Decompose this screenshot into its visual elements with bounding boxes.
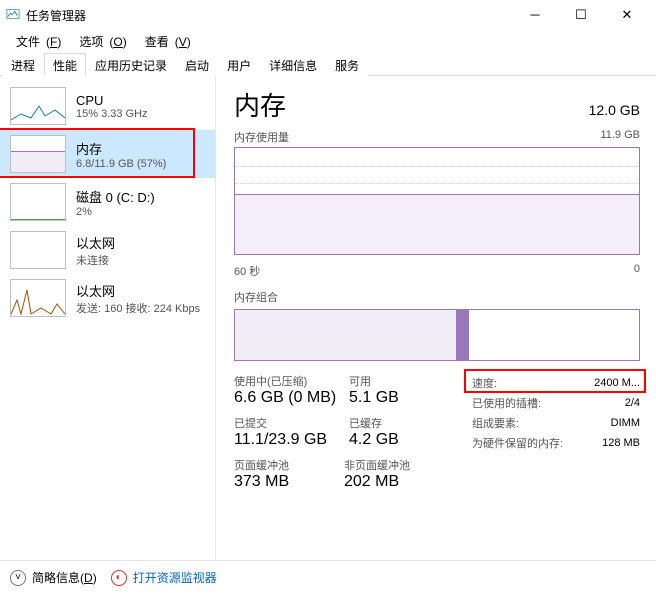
- sidebar-item-memory[interactable]: 内存6.8/11.9 GB (57%): [0, 130, 215, 178]
- stat-label-committed: 已提交: [234, 415, 349, 431]
- tab-4[interactable]: 用户: [218, 53, 260, 76]
- stat-value-committed: 11.1/23.9 GB: [234, 431, 349, 449]
- maximize-button[interactable]: ☐: [558, 0, 604, 30]
- menu-file[interactable]: 文件(F): [4, 31, 67, 52]
- spec-value: 2/4: [584, 393, 640, 413]
- stat-label-inuse: 使用中(已压缩): [234, 373, 349, 389]
- memory-panel: 内存 12.0 GB 内存使用量 11.9 GB 60 秒 0 内存组合 使用中…: [216, 76, 656, 560]
- spec-key: 组成要素:: [472, 413, 584, 433]
- tab-1[interactable]: 性能: [44, 53, 86, 76]
- eth0-thumb: [10, 231, 66, 269]
- stat-value-cached: 4.2 GB: [349, 431, 464, 449]
- spec-key: 速度:: [472, 373, 584, 393]
- usage-max: 11.9 GB: [600, 129, 640, 145]
- memory-composition-bar: [234, 309, 640, 361]
- memory-total: 12.0 GB: [589, 102, 640, 118]
- tab-2[interactable]: 应用历史记录: [86, 53, 176, 76]
- sidebar-label: 磁盘 0 (C: D:): [76, 187, 155, 206]
- composition-mod: [457, 310, 469, 360]
- sidebar-sublabel: 发送: 160 接收: 224 Kbps: [76, 300, 200, 316]
- app-icon: [6, 7, 20, 24]
- chevron-down-icon[interactable]: ˅: [10, 570, 26, 586]
- menu-bar: 文件(F) 选项(O) 查看(V): [0, 30, 656, 52]
- tab-6[interactable]: 服务: [326, 53, 368, 76]
- composition-used: [235, 310, 457, 360]
- fewer-details-link[interactable]: 简略信息(D): [32, 569, 97, 586]
- stat-label-cached: 已缓存: [349, 415, 464, 431]
- minimize-button[interactable]: ─: [512, 0, 558, 30]
- stat-value-nonpaged: 202 MB: [344, 473, 454, 491]
- performance-sidebar: CPU15% 3.33 GHz内存6.8/11.9 GB (57%)磁盘 0 (…: [0, 76, 216, 560]
- spec-value: 2400 M...: [584, 373, 640, 393]
- stat-label-nonpaged: 非页面缓冲池: [344, 457, 454, 473]
- sidebar-sublabel: 15% 3.33 GHz: [76, 108, 148, 120]
- axis-left: 60 秒: [234, 263, 260, 279]
- stat-value-inuse: 6.6 GB (0 MB): [234, 389, 349, 407]
- open-resmon-link[interactable]: 打开资源监视器: [133, 569, 217, 586]
- spec-value: 128 MB: [584, 433, 640, 453]
- sidebar-sublabel: 6.8/11.9 GB (57%): [76, 158, 166, 170]
- tab-5[interactable]: 详细信息: [260, 53, 326, 76]
- sidebar-item-eth0[interactable]: 以太网未连接: [0, 226, 215, 274]
- menu-view[interactable]: 查看(V): [133, 31, 197, 52]
- disk-thumb: [10, 183, 66, 221]
- sidebar-label: 以太网: [76, 281, 200, 300]
- spec-key: 已使用的插槽:: [472, 393, 584, 413]
- stat-value-avail: 5.1 GB: [349, 389, 464, 407]
- sidebar-item-disk[interactable]: 磁盘 0 (C: D:)2%: [0, 178, 215, 226]
- menu-options[interactable]: 选项(O): [67, 31, 132, 52]
- usage-label: 内存使用量: [234, 129, 289, 145]
- axis-right: 0: [634, 263, 640, 279]
- tab-strip: 进程性能应用历史记录启动用户详细信息服务: [0, 52, 656, 76]
- memory-stats: 使用中(已压缩)可用 6.6 GB (0 MB)5.1 GB 已提交已缓存 11…: [234, 373, 464, 499]
- sidebar-item-cpu[interactable]: CPU15% 3.33 GHz: [0, 82, 215, 130]
- spec-value: DIMM: [584, 413, 640, 433]
- sidebar-item-eth1[interactable]: 以太网发送: 160 接收: 224 Kbps: [0, 274, 215, 322]
- sidebar-sublabel: 2%: [76, 206, 155, 218]
- sidebar-label: 以太网: [76, 233, 115, 252]
- tab-3[interactable]: 启动: [176, 53, 218, 76]
- stat-label-paged: 页面缓冲池: [234, 457, 344, 473]
- panel-title: 内存: [234, 86, 286, 123]
- stat-label-avail: 可用: [349, 373, 464, 389]
- stat-value-paged: 373 MB: [234, 473, 344, 491]
- sidebar-label: CPU: [76, 93, 148, 108]
- close-button[interactable]: ✕: [604, 0, 650, 30]
- window-title: 任务管理器: [26, 7, 86, 24]
- sidebar-label: 内存: [76, 139, 166, 158]
- eth1-thumb: [10, 279, 66, 317]
- memory-specs: 速度:2400 M...已使用的插槽:2/4组成要素:DIMM为硬件保留的内存:…: [464, 373, 640, 499]
- spec-key: 为硬件保留的内存:: [472, 433, 584, 453]
- memory-thumb: [10, 135, 66, 173]
- tab-0[interactable]: 进程: [2, 53, 44, 76]
- memory-usage-graph: [234, 147, 640, 255]
- sidebar-sublabel: 未连接: [76, 252, 115, 268]
- composition-label: 内存组合: [234, 289, 640, 305]
- resmon-icon: ◐: [111, 570, 127, 586]
- cpu-thumb: [10, 87, 66, 125]
